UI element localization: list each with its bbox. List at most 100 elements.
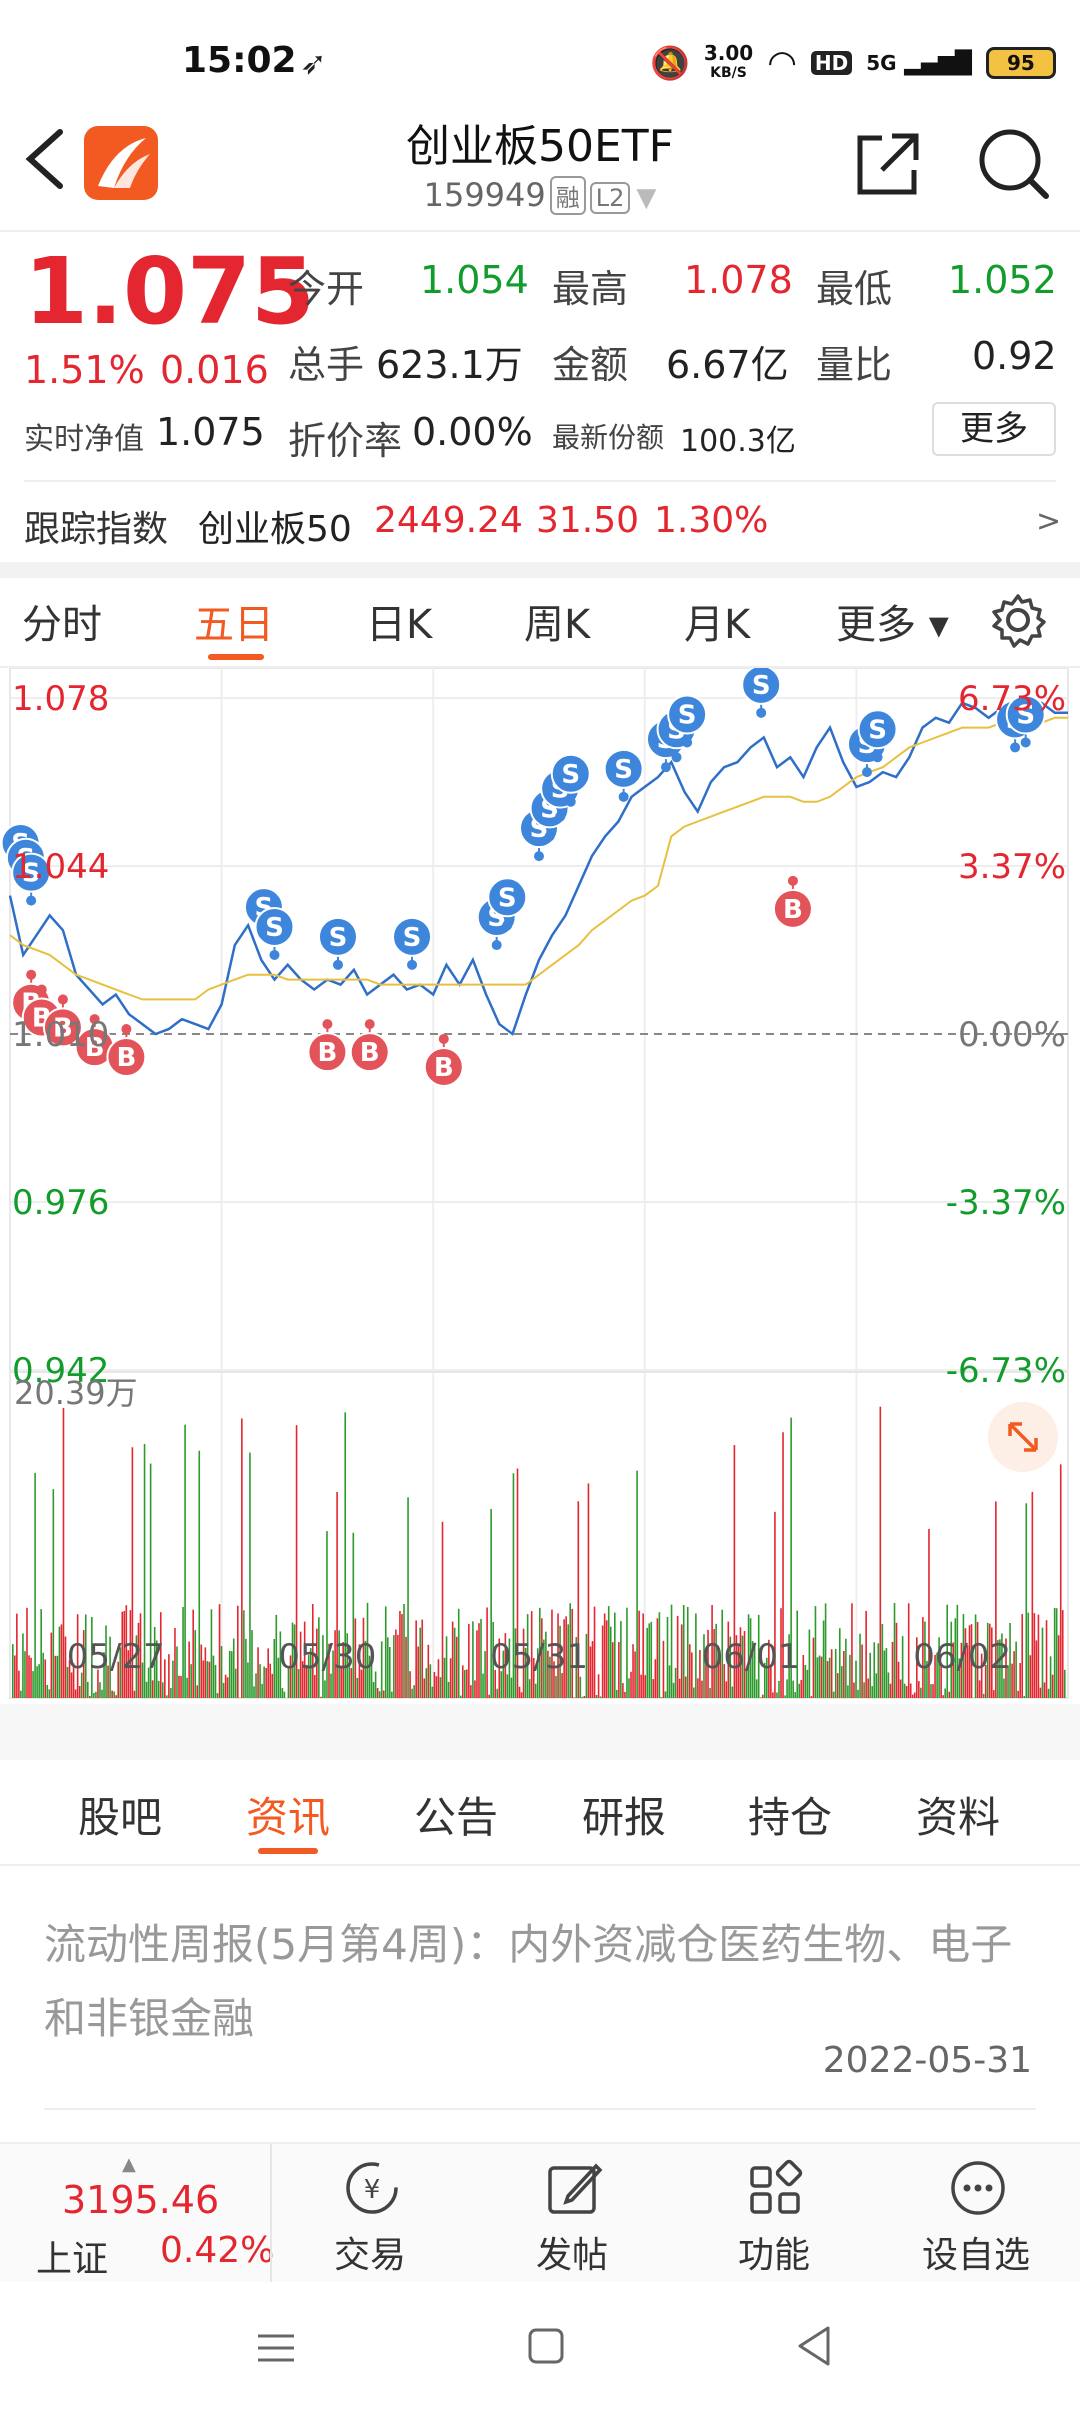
volume-bar <box>403 1604 405 1698</box>
function-button[interactable]: 功能 <box>674 2144 874 2284</box>
chart-tab-3[interactable]: 周K <box>524 602 591 648</box>
volume-bar <box>964 1628 967 1698</box>
volume-bar <box>709 1688 711 1698</box>
share-icon[interactable] <box>852 128 924 200</box>
news-tab-0[interactable]: 股吧 <box>77 1793 162 1842</box>
change-value: 0.016 <box>160 348 269 392</box>
chart-tab-1[interactable]: 五日 <box>194 602 274 648</box>
index-name[interactable]: 创业板50 <box>198 509 352 550</box>
home-icon[interactable] <box>526 2326 566 2366</box>
volume-bar <box>178 1675 180 1698</box>
more-dots-icon <box>951 2161 1005 2215</box>
sell-signal <box>11 852 52 893</box>
volume-bar <box>822 1620 825 1698</box>
signal-letter: B <box>116 1043 136 1073</box>
app-notification-icon: ➶ <box>300 44 327 82</box>
level-tag: L2 <box>589 182 631 214</box>
volume-bar <box>459 1695 462 1698</box>
volume-bar <box>745 1669 748 1698</box>
volume-bar <box>131 1447 134 1698</box>
volume-bar <box>1025 1503 1028 1698</box>
volume-bar <box>445 1636 448 1698</box>
news-tab-2[interactable]: 公告 <box>413 1793 498 1842</box>
volume-bar <box>172 1660 174 1698</box>
volume-bar <box>859 1633 861 1698</box>
sh-index-value[interactable]: 3195.46 <box>62 2178 220 2222</box>
news-tab-1[interactable]: 资讯 <box>245 1793 330 1842</box>
volume-bar <box>429 1664 432 1698</box>
five-day-chart[interactable]: SSSSSSSSSSSSSSSSSSSSSSBBBBBBBBB1.0781.04… <box>0 664 1080 1703</box>
volume-bar <box>543 1639 545 1698</box>
volume-bar <box>32 1671 34 1698</box>
volume-bar <box>1015 1641 1017 1698</box>
volume-bar <box>557 1613 559 1698</box>
news-tab-3[interactable]: 研报 <box>581 1793 666 1842</box>
volume-bar <box>711 1605 713 1698</box>
status-icons: 🔕 3.00 KB/S ◠ HD 5G ▂▄▆█ 95 <box>650 40 1056 86</box>
volume-bar <box>380 1641 383 1698</box>
volume-bar <box>901 1636 904 1698</box>
sell-signal <box>550 753 591 794</box>
volume-bar <box>881 1623 884 1698</box>
chart-tab-4[interactable]: 月K <box>684 602 751 648</box>
index-arrow-icon[interactable]: > <box>1036 504 1062 539</box>
volume-bar <box>214 1664 217 1698</box>
news-tab-4[interactable]: 持仓 <box>747 1793 832 1842</box>
volume-bar <box>1063 1669 1066 1698</box>
volume-bar <box>658 1612 661 1698</box>
volume-bar <box>151 1680 154 1698</box>
wifi-icon: ◠ <box>767 43 797 83</box>
menu-icon[interactable] <box>256 2328 296 2368</box>
more-button[interactable]: 更多 <box>932 402 1056 456</box>
volume-bar <box>472 1621 474 1698</box>
volume-bar <box>911 1694 914 1698</box>
chart-tab-0[interactable]: 分时 <box>22 602 102 648</box>
volume-bar <box>287 1667 290 1698</box>
expand-icon[interactable] <box>988 1402 1058 1472</box>
volume-bar <box>660 1697 663 1698</box>
back-nav-icon[interactable] <box>794 2324 834 2368</box>
chevron-down-icon[interactable]: ▼ <box>636 183 657 213</box>
volume-bar <box>814 1606 817 1698</box>
volume-bar <box>520 1692 523 1698</box>
volume-bar <box>279 1631 282 1698</box>
volume-bar <box>899 1679 902 1698</box>
volume-bar <box>72 1663 75 1698</box>
back-icon[interactable] <box>20 124 70 194</box>
volume-bar <box>642 1613 644 1698</box>
volume-bar <box>192 1609 194 1698</box>
volume-bar <box>930 1684 932 1698</box>
news-headline[interactable]: 流动性周报(5月第4周)：内外资减仓医药生物、电子和非银金融 <box>44 1920 1013 2043</box>
volume-label: 总手 <box>288 343 365 387</box>
sell-signal <box>317 916 358 957</box>
volume-bar <box>490 1509 492 1698</box>
volume-bar <box>468 1623 470 1698</box>
volume-bar <box>770 1664 772 1698</box>
chart-tab-2[interactable]: 日K <box>366 602 433 648</box>
signal-letter: S <box>561 760 580 790</box>
volume-bar <box>1037 1614 1040 1698</box>
trade-button[interactable]: ¥ 交易 <box>270 2144 470 2284</box>
volume-bar <box>12 1644 14 1698</box>
sh-index-name[interactable]: 上证 <box>36 2239 109 2280</box>
buy-signal <box>349 1032 390 1073</box>
settings-icon[interactable] <box>988 590 1048 650</box>
volume-bar <box>585 1633 588 1698</box>
post-button[interactable]: 发帖 <box>472 2144 672 2284</box>
volume-bar <box>727 1621 730 1698</box>
chart-tab-5[interactable]: 更多 ▾ <box>836 602 949 648</box>
add-watchlist-button[interactable]: 设自选 <box>876 2144 1076 2284</box>
stock-code-row[interactable]: 159949 融 L2 ▼ <box>0 176 1080 215</box>
news-tab-5[interactable]: 资料 <box>915 1793 1000 1842</box>
open-value: 1.054 <box>420 258 529 302</box>
volume-bar <box>125 1605 128 1698</box>
volume-bar <box>277 1657 280 1698</box>
volume-bar <box>674 1667 677 1698</box>
volume-bar <box>624 1691 626 1698</box>
volume-bar <box>153 1626 156 1698</box>
search-icon[interactable] <box>974 124 1054 204</box>
signal-dot <box>861 767 872 778</box>
volume-bar <box>909 1683 912 1698</box>
volume-bar <box>220 1646 223 1698</box>
volume-bar <box>672 1682 675 1698</box>
